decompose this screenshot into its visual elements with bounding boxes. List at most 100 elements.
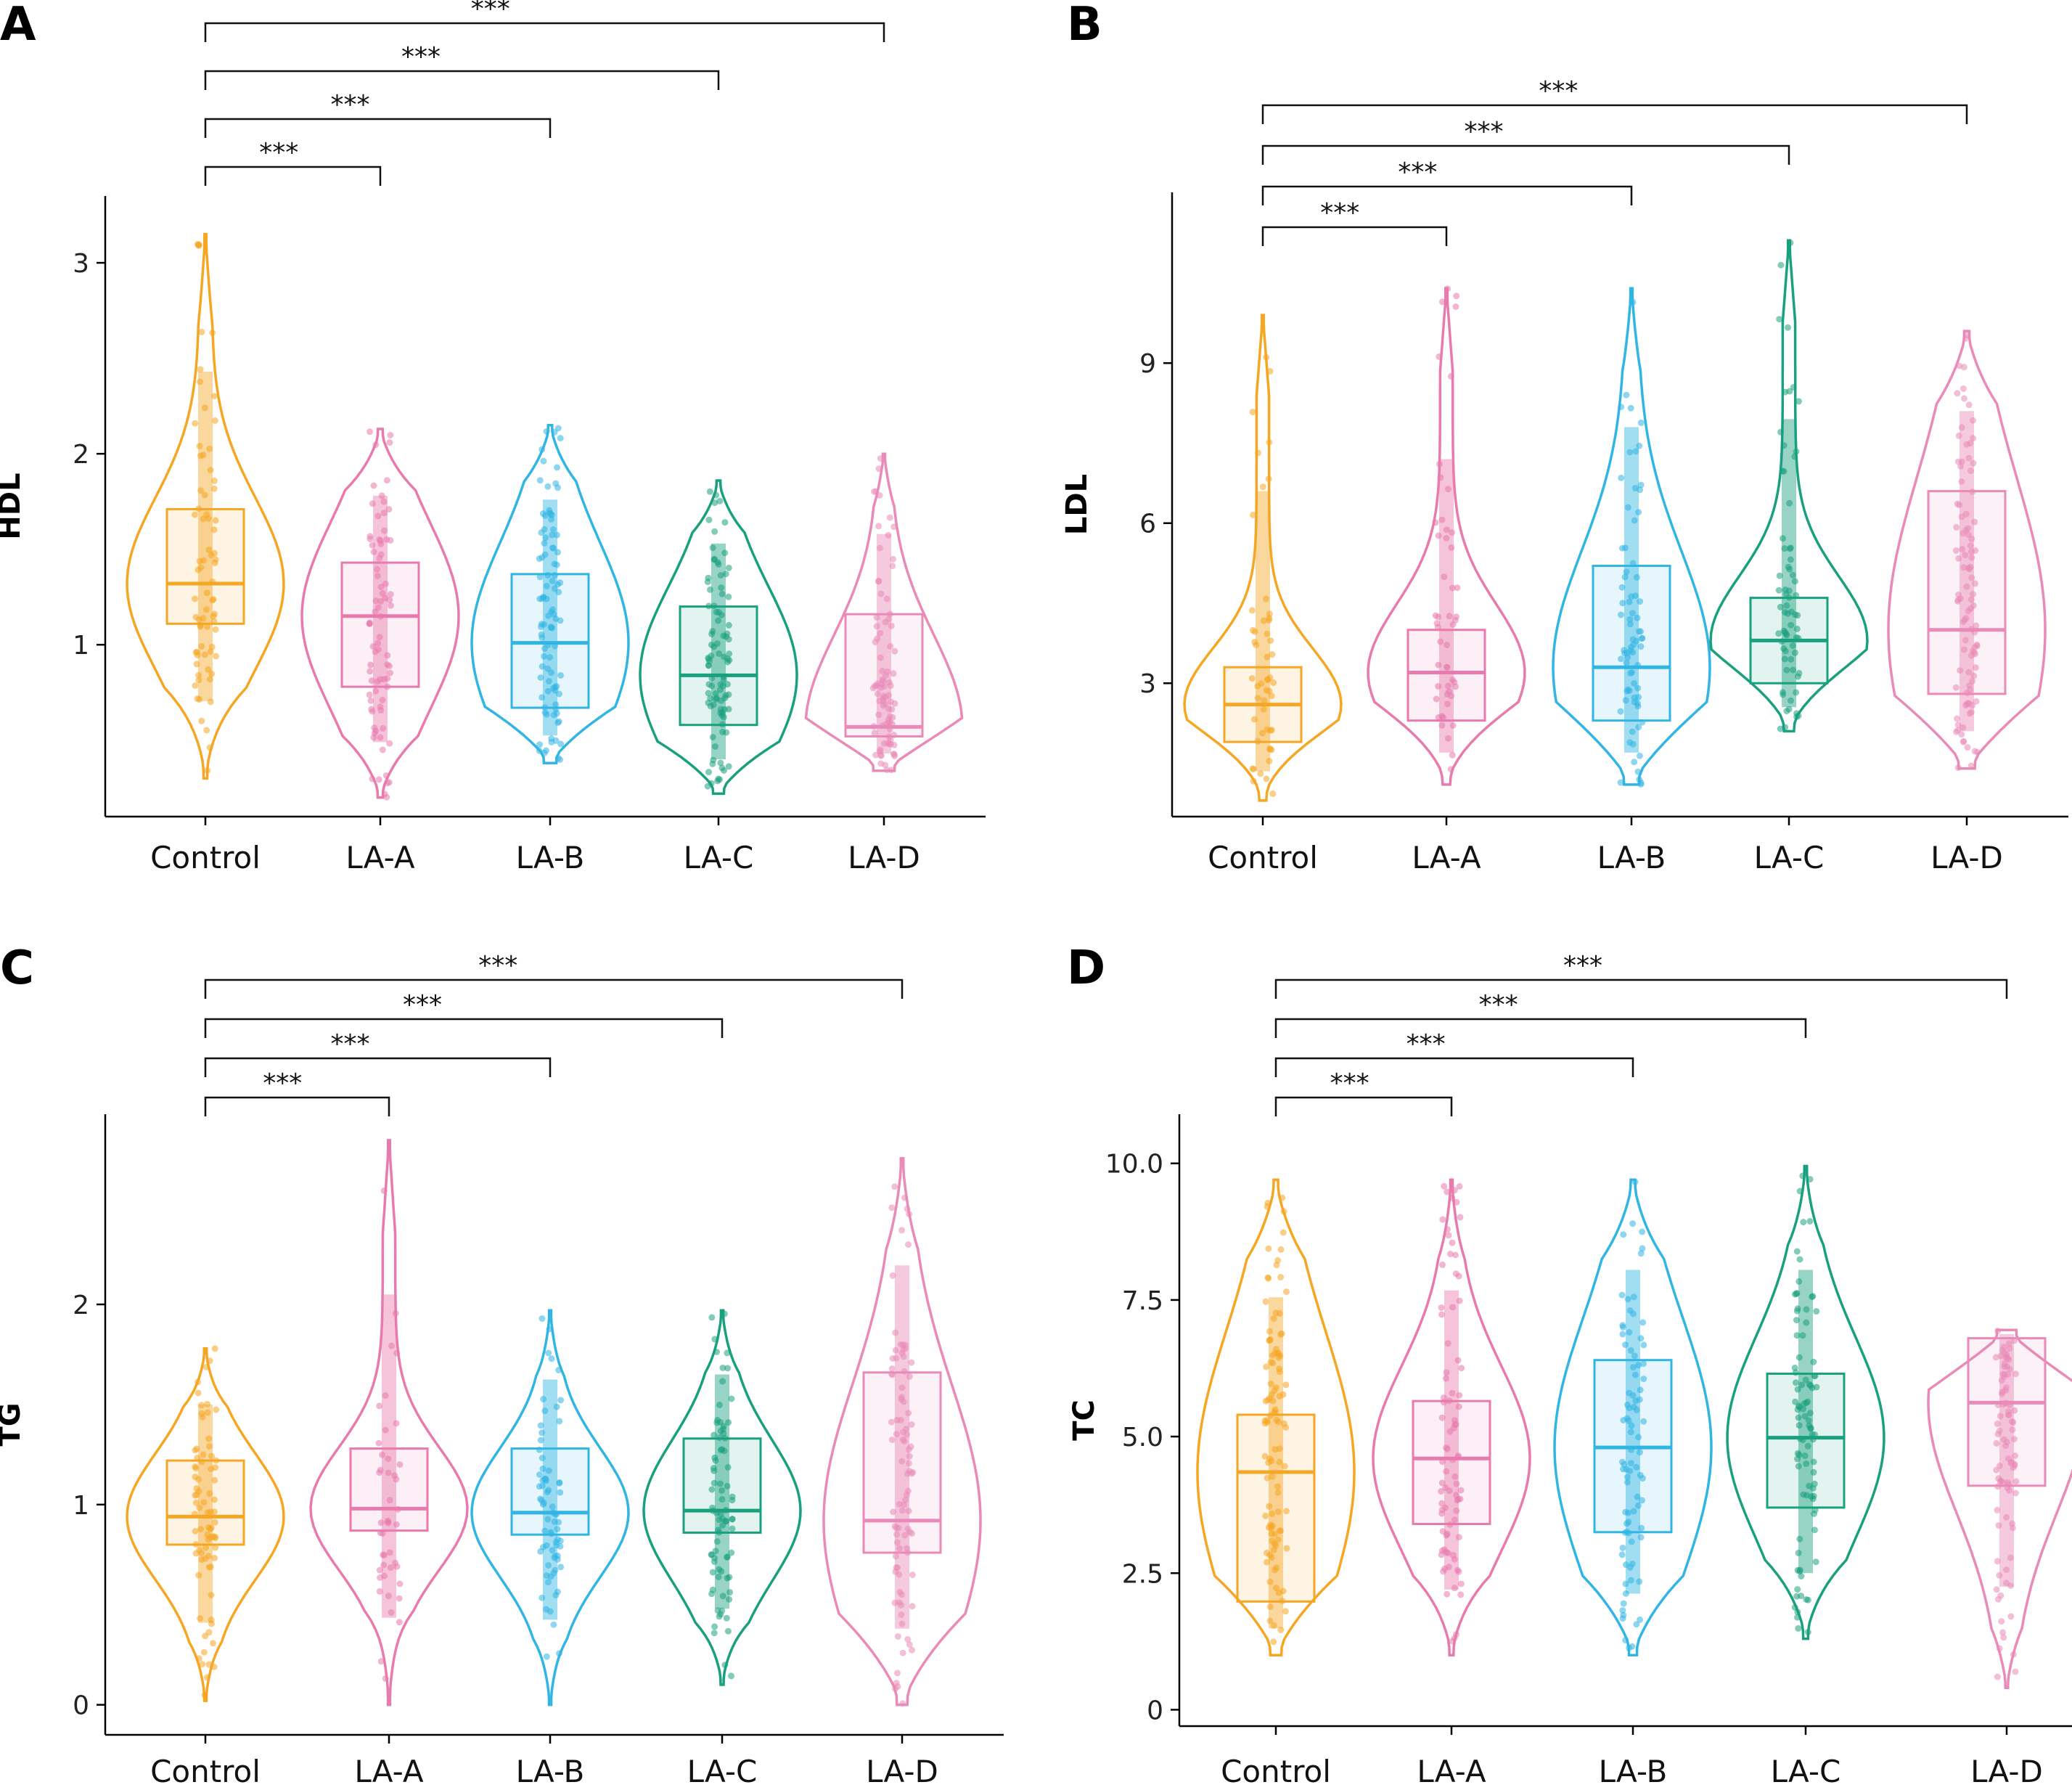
data-point (1994, 1421, 2001, 1427)
data-point (211, 1519, 218, 1526)
data-point (1269, 651, 1276, 658)
data-point (207, 648, 214, 655)
data-point (728, 1672, 734, 1680)
data-point (1965, 669, 1973, 676)
data-point (716, 497, 724, 504)
data-point (2009, 1426, 2016, 1434)
data-point (1624, 504, 1631, 511)
data-point (719, 728, 726, 735)
data-point (726, 1574, 733, 1581)
data-point (877, 455, 884, 462)
data-point (205, 546, 213, 553)
data-point (1960, 724, 1967, 731)
data-point (1623, 391, 1630, 399)
data-point (1264, 1558, 1271, 1566)
data-point (728, 1395, 735, 1402)
category-label-la-c: LA-C (1754, 840, 1825, 875)
data-point (1639, 634, 1646, 642)
data-point (192, 595, 198, 602)
data-point (1249, 409, 1256, 416)
data-point (1266, 438, 1273, 446)
data-point (550, 1569, 557, 1577)
data-point (893, 1416, 901, 1423)
data-point (1274, 1508, 1282, 1516)
data-point (556, 1418, 563, 1425)
data-point (1793, 625, 1801, 632)
violin-group-la-c (639, 479, 798, 796)
data-point (1250, 716, 1258, 723)
data-point (1639, 1245, 1646, 1252)
data-point (396, 1461, 404, 1468)
data-point (1787, 240, 1794, 246)
data-point (1629, 1391, 1637, 1399)
data-point (1795, 1354, 1803, 1361)
data-point (539, 663, 546, 670)
data-point (537, 1422, 544, 1429)
data-point (1795, 1414, 1802, 1421)
data-point (369, 500, 376, 507)
data-point (1267, 637, 1274, 645)
data-point (1996, 1645, 2003, 1652)
data-point (1627, 1577, 1634, 1584)
data-point (900, 1398, 907, 1405)
data-point (2000, 1634, 2007, 1641)
bracket-line (204, 118, 552, 138)
data-point (547, 624, 554, 632)
data-point (1265, 1245, 1272, 1252)
data-point (909, 1468, 916, 1476)
data-point (724, 1627, 732, 1635)
point-strip (543, 499, 557, 736)
data-point (1777, 261, 1785, 269)
violin-group-la-d (822, 1156, 982, 1707)
data-point (1629, 610, 1636, 617)
panel-letter: D (1067, 941, 1105, 995)
bracket-line (204, 165, 382, 186)
data-point (1618, 584, 1626, 591)
category-label-la-b: LA-B (1599, 1754, 1668, 1787)
data-point (1438, 1488, 1445, 1495)
data-point (1796, 1535, 1803, 1542)
data-point (1441, 1182, 1448, 1190)
data-point (1274, 1256, 1282, 1264)
data-point (903, 1492, 910, 1499)
data-point (1443, 1532, 1450, 1539)
data-point (1803, 1319, 1810, 1326)
data-point (1283, 1288, 1290, 1296)
data-point (376, 1402, 383, 1410)
significance-bracket: *** (204, 138, 382, 186)
category-label-la-a: LA-A (1412, 840, 1481, 875)
data-point (1635, 724, 1642, 731)
data-point (385, 779, 393, 786)
data-point (386, 1549, 393, 1556)
data-point (557, 579, 564, 587)
data-point (1960, 564, 1967, 571)
category-label-la-a: LA-A (345, 840, 414, 875)
data-point (711, 1336, 718, 1343)
data-point (374, 639, 382, 647)
data-point (377, 597, 385, 605)
data-point (1266, 1503, 1273, 1510)
significance-bracket: *** (204, 990, 724, 1038)
violin-group-la-b (470, 1309, 630, 1707)
panel-a: A HDL 1 2 3 Control LA-A LA-B LA-C LA-D *** *** *** *… (0, 0, 986, 875)
panel-b: B LDL 3 6 9 Control LA-A LA-B LA-C LA-D *** *** *** *… (1060, 0, 2068, 875)
data-point (1795, 1278, 1803, 1285)
data-point (1782, 724, 1789, 731)
data-point (1260, 706, 1267, 713)
data-point (380, 1551, 387, 1558)
data-point (2000, 1436, 2007, 1443)
data-point (536, 741, 543, 748)
data-point (729, 1516, 736, 1523)
data-point (1618, 655, 1624, 663)
data-point (537, 1548, 544, 1555)
data-point (725, 621, 732, 629)
data-point (198, 328, 205, 335)
data-point (1967, 467, 1974, 474)
point-strip (382, 1294, 396, 1618)
point-strip (877, 534, 891, 754)
data-point (194, 1378, 201, 1386)
y-tick-label: 5.0 (1122, 1423, 1163, 1452)
jitter-points (191, 1345, 220, 1699)
data-point (1621, 544, 1629, 552)
data-point (554, 549, 561, 556)
